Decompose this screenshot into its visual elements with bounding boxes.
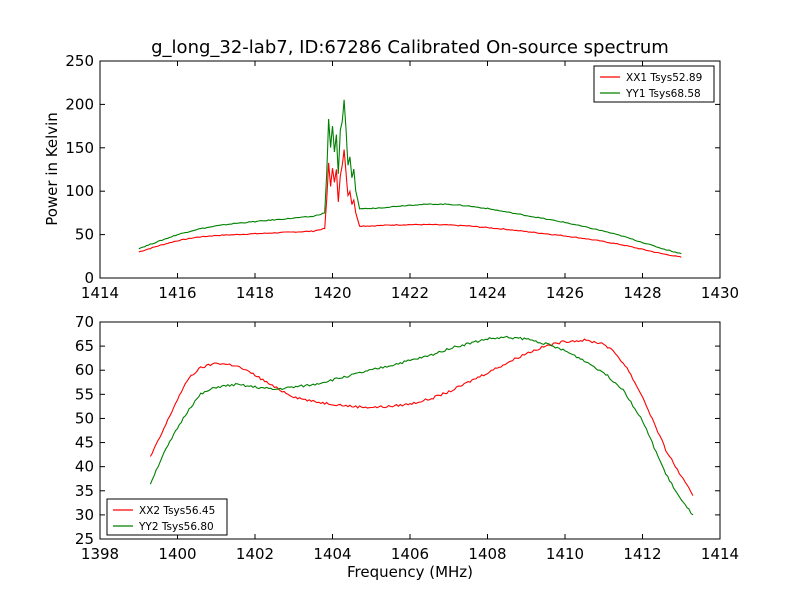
x-tick-label: 1424 — [468, 284, 506, 302]
y-axis-label: Power in Kelvin — [43, 112, 61, 226]
x-tick-label: 1418 — [236, 284, 274, 302]
legend-label: XX1 Tsys52.89 — [626, 72, 702, 84]
y-tick-label: 45 — [75, 434, 94, 452]
legend-label: YY2 Tsys56.80 — [138, 521, 214, 533]
y-tick-label: 50 — [75, 226, 94, 244]
x-tick-label: 1406 — [391, 545, 429, 563]
x-tick-label: 1408 — [468, 545, 506, 563]
x-tick-label: 1410 — [546, 545, 584, 563]
x-axis-label: Frequency (MHz) — [347, 563, 473, 581]
legend-box — [106, 498, 228, 536]
x-tick-label: 1412 — [623, 545, 661, 563]
x-tick-label: 1400 — [158, 545, 196, 563]
x-tick-label: 1426 — [546, 284, 584, 302]
legend: XX1 Tsys52.89 YY1 Tsys68.58 — [593, 65, 715, 103]
x-tick-label: 1414 — [701, 545, 739, 563]
legend-label: YY1 Tsys68.58 — [625, 88, 701, 100]
y-tick-label: 100 — [65, 182, 94, 200]
y-tick-label: 30 — [75, 506, 94, 524]
series-line-2 — [138, 99, 682, 255]
x-tick-label: 1404 — [313, 545, 351, 563]
legend: XX2 Tsys56.45 YY2 Tsys56.80 — [106, 498, 228, 536]
bottom-plot: 1398 1400 1402 1404 1406 1408 1410 1412 1414 25 30… — [75, 313, 739, 563]
series-line-1 — [138, 149, 682, 258]
x-tick-label: 1420 — [313, 284, 351, 302]
y-tick-label: 40 — [75, 458, 94, 476]
y-tick-label: 65 — [75, 337, 94, 355]
x-tick-label: 1422 — [391, 284, 429, 302]
x-tick-label: 1416 — [158, 284, 196, 302]
y-tick-label: 70 — [75, 313, 94, 331]
x-tick-label: 1414 — [81, 284, 119, 302]
x-tick-label: 1428 — [623, 284, 661, 302]
x-tick-label: 1402 — [236, 545, 274, 563]
series-line-1 — [149, 338, 694, 496]
x-tick-label: 1398 — [81, 545, 119, 563]
y-tick-label: 200 — [65, 95, 94, 113]
y-tick-label: 50 — [75, 409, 94, 427]
y-tick-label: 25 — [75, 530, 94, 548]
legend-box — [593, 65, 715, 103]
y-tick-label: 60 — [75, 361, 94, 379]
y-tick-label: 0 — [84, 269, 94, 287]
y-tick-label: 150 — [65, 139, 94, 157]
y-tick-label: 250 — [65, 52, 94, 70]
y-tick-label: 35 — [75, 482, 94, 500]
series-line-2 — [149, 335, 694, 516]
y-tick-label: 55 — [75, 385, 94, 403]
legend-label: XX2 Tsys56.45 — [139, 505, 215, 517]
x-tick-label: 1430 — [701, 284, 739, 302]
chart-title: g_long_32-lab7, ID:67286 Calibrated On-s… — [151, 37, 669, 58]
top-plot: 1414 1416 1418 1420 1422 1424 1426 1428 1430 0 50 1… — [65, 52, 739, 302]
